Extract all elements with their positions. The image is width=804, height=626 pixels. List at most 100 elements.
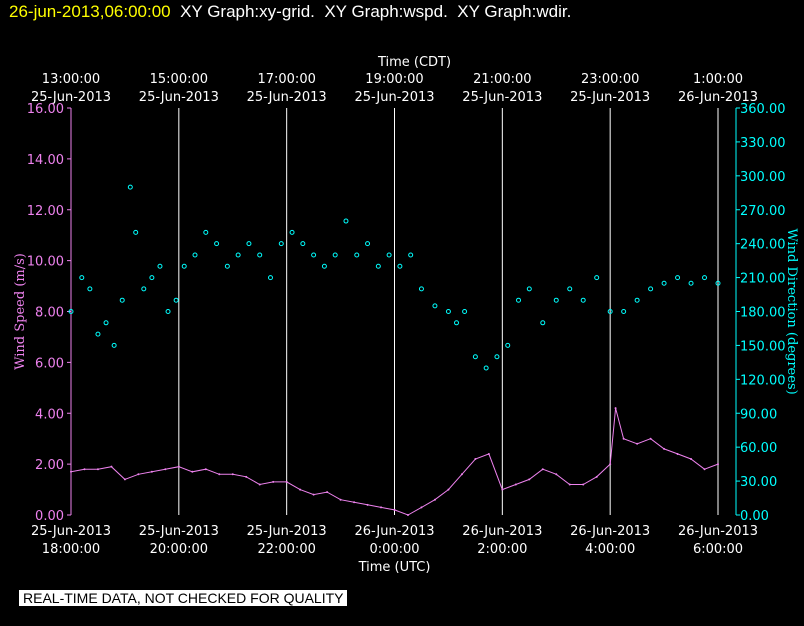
left-tick-label: 16.00: [27, 102, 64, 117]
wdir-point: [594, 275, 600, 281]
wspd-point: [191, 470, 194, 473]
wspd-point: [609, 463, 612, 466]
top-tick-date: 25-Jun-2013: [247, 90, 327, 105]
wspd-point: [649, 437, 652, 440]
wdir-point: [702, 275, 708, 281]
wspd-point: [218, 473, 221, 476]
wspd-point: [272, 480, 275, 483]
left-tick-label: 10.00: [27, 255, 64, 270]
right-tick-label: 240.00: [740, 238, 786, 253]
right-tick-label: 300.00: [740, 170, 786, 185]
wspd-point: [150, 470, 153, 473]
bottom-tick-time: 18:00:00: [42, 542, 100, 557]
top-tick-time: 1:00:00: [693, 72, 743, 87]
top-tick-time: 13:00:00: [42, 72, 100, 87]
bottom-tick-date: 26-Jun-2013: [570, 524, 650, 539]
wspd-point: [137, 473, 140, 476]
bottom-tick-time: 20:00:00: [150, 542, 208, 557]
wdir-point: [127, 184, 133, 190]
wspd-point: [582, 483, 585, 486]
wspd-point: [83, 468, 86, 471]
bottom-tick-time: 6:00:00: [693, 542, 743, 557]
wdir-point: [300, 241, 306, 247]
wdir-point: [580, 297, 586, 303]
bottom-tick-time: 0:00:00: [369, 542, 419, 557]
top-tick-time: 19:00:00: [365, 72, 423, 87]
top-tick-time: 21:00:00: [473, 72, 531, 87]
wdir-point: [432, 303, 438, 309]
wspd-point: [312, 493, 315, 496]
left-tick-label: 0.00: [35, 509, 64, 524]
left-tick-label: 8.00: [35, 306, 64, 321]
right-tick-label: 120.00: [740, 373, 786, 388]
left-tick-label: 12.00: [27, 204, 64, 219]
right-tick-label: 150.00: [740, 339, 786, 354]
wspd-point: [258, 483, 261, 486]
wspd-point: [393, 508, 396, 511]
right-tick-label: 360.00: [740, 102, 786, 117]
wdir-point: [87, 286, 93, 292]
wdir-point: [494, 354, 500, 360]
bottom-tick-date: 25-Jun-2013: [247, 524, 327, 539]
right-tick-label: 90.00: [740, 407, 777, 422]
wspd-point: [420, 506, 423, 509]
top-tick-time: 17:00:00: [257, 72, 315, 87]
header-timestamp: 26-jun-2013,06:00:00: [9, 2, 171, 21]
right-tick-label: 210.00: [740, 272, 786, 287]
wspd-point: [595, 475, 598, 478]
wspd-point: [528, 478, 531, 481]
wdir-point: [607, 309, 613, 314]
top-tick-time: 15:00:00: [150, 72, 208, 87]
header-title-grid: XY Graph:xy-grid.: [180, 2, 315, 21]
wspd-point: [717, 463, 719, 466]
top-tick-date: 25-Jun-2013: [354, 90, 434, 105]
wspd-point: [690, 458, 693, 461]
left-tick-label: 2.00: [35, 458, 64, 473]
wdir-point: [157, 263, 163, 269]
wdir-point: [79, 275, 85, 281]
wspd-point: [636, 442, 639, 445]
wdir-point: [173, 297, 179, 303]
wdir-point: [540, 320, 546, 326]
wspd-point: [514, 483, 517, 486]
wdir-point: [661, 280, 667, 286]
bottom-tick-date: 25-Jun-2013: [31, 524, 111, 539]
wdir-point: [119, 297, 125, 303]
bottom-tick-date: 26-Jun-2013: [678, 524, 758, 539]
wdir-point: [278, 241, 284, 247]
wspd-point: [474, 458, 477, 461]
top-tick-date: 25-Jun-2013: [139, 90, 219, 105]
wspd-point: [663, 447, 666, 450]
wdir-point: [267, 275, 273, 281]
wspd-point: [366, 503, 369, 506]
wspd-point: [487, 452, 490, 455]
wdir-point: [397, 263, 403, 269]
right-tick-label: 330.00: [740, 136, 786, 151]
bottom-tick-date: 25-Jun-2013: [139, 524, 219, 539]
wdir-point: [375, 263, 381, 269]
wspd-point: [614, 407, 617, 410]
wdir-point: [235, 252, 241, 258]
wspd-point: [177, 465, 180, 468]
wdir-point: [257, 252, 263, 258]
wdir-point: [715, 280, 721, 286]
wspd-point: [326, 491, 329, 494]
wspd-point: [433, 498, 436, 501]
wspd-point: [204, 468, 207, 471]
wspd-point: [541, 468, 544, 471]
wdir-point: [224, 263, 230, 269]
header-title-wspd: XY Graph:wspd.: [324, 2, 448, 21]
wspd-point: [703, 468, 706, 471]
bottom-tick-time: 22:00:00: [257, 542, 315, 557]
wdir-point: [621, 309, 627, 314]
bottom-tick-time: 2:00:00: [477, 542, 527, 557]
header-title-wdir: XY Graph:wdir.: [457, 2, 572, 21]
wspd-point: [568, 483, 571, 486]
bottom-tick-date: 26-Jun-2013: [354, 524, 434, 539]
right-tick-label: 60.00: [740, 441, 777, 456]
wdir-point: [516, 297, 522, 303]
wdir-point: [462, 309, 468, 314]
wdir-point: [165, 309, 171, 314]
wdir-point: [567, 286, 573, 292]
wspd-point: [285, 480, 288, 483]
